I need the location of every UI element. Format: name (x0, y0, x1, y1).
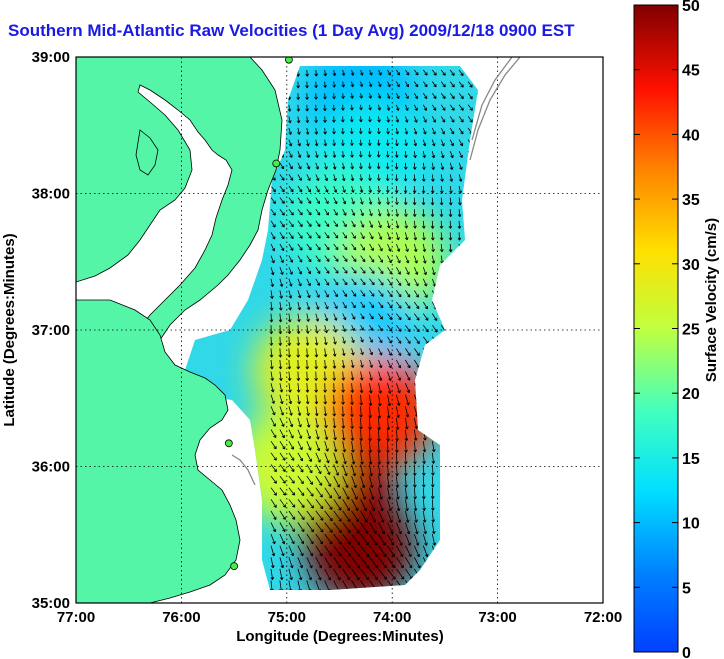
map-frame (75, 56, 604, 604)
colorbar: 0 5 10 15 20 25 30 35 40 45 50 Surface Velocity (c… (633, 0, 720, 659)
bathymetry-contour (231, 57, 521, 486)
radar-site-marker (224, 439, 233, 448)
radar-sites (224, 57, 293, 571)
colorbar-gradient (633, 4, 679, 653)
colorbar-label: Surface Velocity (cm/s) (703, 218, 720, 382)
y-tick-label: 35:00 (32, 595, 70, 612)
velocity-patch (305, 493, 416, 590)
x-tick-label: 74:00 (373, 609, 411, 626)
y-tick-label: 39:00 (32, 49, 70, 66)
radar-site-marker (230, 562, 239, 571)
radar-site-marker (285, 57, 293, 64)
coastline-land (76, 57, 283, 603)
y-axis-label: Latitude (Degrees:Minutes) (1, 233, 18, 426)
velocity-vectors (269, 69, 478, 590)
y-axis-ticks: 39:00 38:00 37:00 36:00 35:00 (32, 49, 70, 612)
colorbar-tick-label: 20 (682, 386, 700, 403)
x-tick-label: 77:00 (57, 609, 95, 626)
y-tick-label: 38:00 (32, 186, 70, 203)
colorbar-tick-label: 35 (682, 192, 700, 209)
x-tick-label: 73:00 (478, 609, 516, 626)
map-title: Southern Mid-Atlantic Raw Velocities (1 … (8, 21, 575, 40)
velocity-patch (326, 356, 437, 467)
radar-site-marker (272, 159, 281, 168)
x-tick-label: 76:00 (162, 609, 200, 626)
y-tick-label: 36:00 (32, 459, 70, 476)
x-axis-ticks: 77:00 76:00 75:00 74:00 73:00 72:00 (57, 609, 622, 626)
colorbar-tick-label: 45 (682, 63, 700, 80)
colorbar-ticks: 0 5 10 15 20 25 30 35 40 45 50 (634, 0, 700, 659)
x-tick-label: 75:00 (268, 609, 306, 626)
x-tick-label: 72:00 (584, 609, 622, 626)
colorbar-tick-label: 15 (682, 451, 700, 468)
map-grid (76, 57, 603, 603)
colorbar-tick-label: 25 (682, 322, 700, 339)
x-axis-label: Longitude (Degrees:Minutes) (236, 628, 444, 645)
y-tick-label: 37:00 (32, 322, 70, 339)
colorbar-tick-label: 10 (682, 516, 700, 533)
colorbar-tick-label: 5 (682, 580, 691, 597)
colorbar-tick-label: 50 (682, 0, 700, 15)
colorbar-tick-label: 30 (682, 257, 700, 274)
colorbar-tick-label: 0 (682, 645, 691, 659)
colorbar-tick-label: 40 (682, 127, 700, 144)
